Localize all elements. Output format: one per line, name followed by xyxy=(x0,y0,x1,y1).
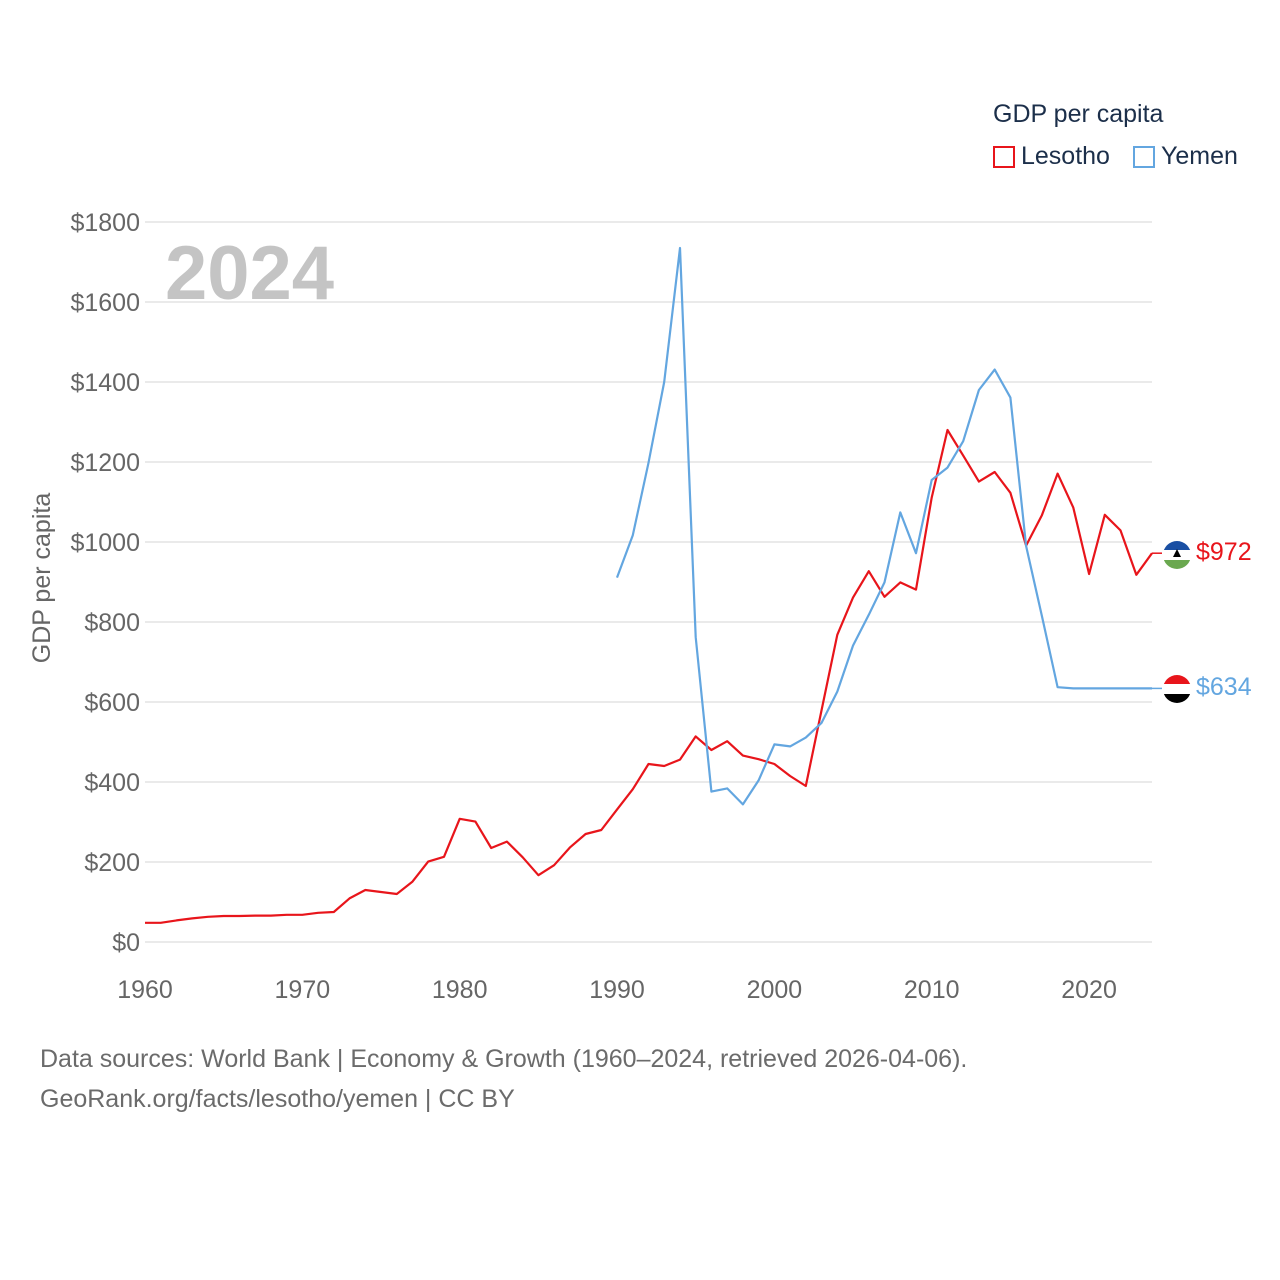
legend-item-lesotho[interactable]: Lesotho xyxy=(993,142,1110,171)
y-axis-label: GDP per capita xyxy=(28,493,56,664)
x-axis-ticks: 1960 1970 1980 1990 2000 2010 2020 xyxy=(117,976,1117,1004)
legend-title: GDP per capita xyxy=(993,100,1164,128)
yemen-flag-icon xyxy=(1163,675,1191,703)
source-line-1: Data sources: World Bank | Economy & Gro… xyxy=(40,1045,968,1073)
y-tick-label: $200 xyxy=(84,849,140,877)
series-line-lesotho xyxy=(145,428,1153,924)
grid-lines xyxy=(145,221,1152,943)
y-tick-label: $1400 xyxy=(70,369,140,397)
y-axis-ticks: $0 $200 $400 $600 $800 $1000 $1200 $1400 $1600 $1… xyxy=(70,209,140,957)
y-tick-label: $600 xyxy=(84,689,140,717)
x-tick-label: 2020 xyxy=(1061,976,1117,1004)
legend-swatch-lesotho xyxy=(993,145,1015,168)
x-tick-label: 1980 xyxy=(432,976,488,1004)
lesotho-end-label: $972 xyxy=(1196,538,1252,566)
y-tick-label: $1200 xyxy=(70,449,140,477)
series-line-yemen xyxy=(615,246,1152,806)
y-tick-label: $0 xyxy=(112,929,140,957)
y-tick-label: $1000 xyxy=(70,529,140,557)
legend-label-yemen: Yemen xyxy=(1161,142,1238,170)
year-label: 2024 xyxy=(165,231,334,316)
legend-label-lesotho: Lesotho xyxy=(1021,142,1110,170)
yemen-end-label: $634 xyxy=(1196,673,1252,701)
legend-item-yemen[interactable]: Yemen xyxy=(1133,142,1238,171)
x-tick-label: 2000 xyxy=(747,976,803,1004)
y-tick-label: $1600 xyxy=(70,289,140,317)
series-lines xyxy=(145,246,1162,924)
y-tick-label: $800 xyxy=(84,609,140,637)
x-tick-label: 1990 xyxy=(589,976,645,1004)
legend-swatch-yemen xyxy=(1133,145,1155,168)
source-line-2[interactable]: GeoRank.org/facts/lesotho/yemen | CC BY xyxy=(40,1085,515,1113)
x-tick-label: 1960 xyxy=(117,976,173,1004)
y-tick-label: $1800 xyxy=(70,209,140,237)
x-tick-label: 2010 xyxy=(904,976,960,1004)
y-tick-label: $400 xyxy=(84,769,140,797)
lesotho-flag-icon xyxy=(1163,541,1191,569)
x-tick-label: 1970 xyxy=(275,976,331,1004)
